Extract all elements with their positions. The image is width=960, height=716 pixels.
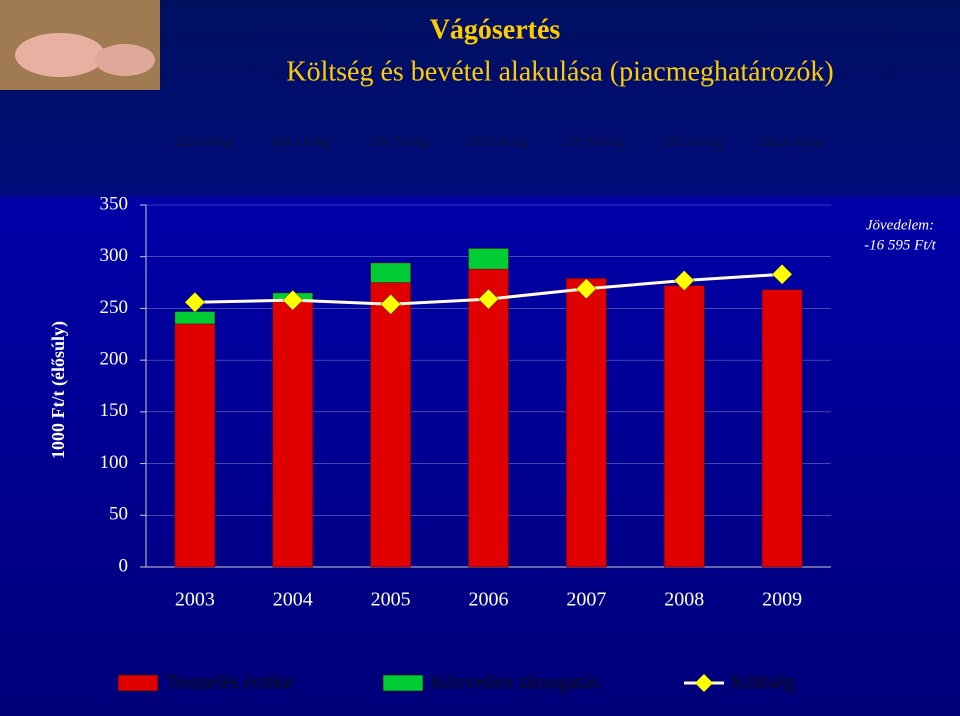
x-tick-label: 2003 bbox=[175, 589, 215, 611]
bar bbox=[468, 268, 509, 568]
photo-pig bbox=[95, 44, 155, 76]
y-tick-label: 100 bbox=[100, 452, 129, 473]
bar bbox=[566, 278, 607, 568]
x-tick-label: 2004 bbox=[273, 589, 313, 611]
x-tick-label: 2007 bbox=[566, 589, 606, 611]
bar bbox=[370, 282, 411, 568]
bar bbox=[174, 323, 216, 568]
y-tick-label: 300 bbox=[100, 245, 129, 266]
legend-label: Költség bbox=[732, 672, 794, 694]
price-label: 232,8 Ft/kg bbox=[173, 134, 233, 149]
x-tick-label: 2006 bbox=[469, 589, 509, 611]
line-marker bbox=[282, 289, 304, 311]
bar bbox=[174, 311, 216, 325]
y-tick-label: 0 bbox=[119, 555, 129, 576]
legend-swatch bbox=[382, 674, 424, 692]
annotation: Jövedelem: bbox=[866, 217, 934, 233]
x-tick-label: 2009 bbox=[762, 589, 802, 611]
x-tick-label: 2005 bbox=[371, 589, 411, 611]
y-tick-label: 250 bbox=[100, 297, 129, 318]
y-tick-label: 200 bbox=[100, 349, 129, 370]
legend-marker bbox=[695, 674, 713, 692]
y-axis-label: 1000 Ft/t (élősúly) bbox=[48, 321, 69, 459]
y-tick-label: 50 bbox=[109, 504, 128, 525]
bar bbox=[663, 285, 705, 568]
chart-title: Vágósertés bbox=[430, 14, 561, 45]
price-label: 274,7 Ft/kg bbox=[369, 134, 429, 149]
price-label: 287,5 Ft/kg bbox=[467, 134, 527, 149]
bar bbox=[370, 262, 411, 283]
annotation: -16 595 Ft/t bbox=[864, 237, 936, 253]
price-label: 270,3 Ft/kg bbox=[662, 134, 722, 149]
chart-subtitle: Költség és bevétel alakulása (piacmeghat… bbox=[286, 56, 833, 87]
price-label: 264,2 Ft/kg bbox=[271, 134, 331, 149]
line-marker bbox=[184, 291, 206, 313]
price-label: 265,6 Ft/kg bbox=[760, 134, 820, 149]
y-tick-label: 150 bbox=[100, 400, 129, 421]
bar bbox=[761, 289, 803, 568]
line-marker bbox=[771, 263, 793, 285]
bar bbox=[468, 248, 509, 270]
legend-label: Termelés értéke bbox=[166, 672, 293, 694]
line-marker bbox=[478, 288, 499, 310]
bar bbox=[272, 300, 314, 568]
y-tick-label: 350 bbox=[100, 193, 129, 214]
line-marker bbox=[673, 270, 695, 291]
line-marker bbox=[380, 293, 401, 315]
line-marker bbox=[576, 278, 597, 300]
legend-label: Közvetlen támogatás bbox=[431, 672, 599, 694]
legend-swatch bbox=[117, 674, 159, 692]
price-label: 277,8 Ft/kg bbox=[564, 134, 624, 149]
x-tick-label: 2008 bbox=[664, 589, 704, 611]
photo-pig bbox=[15, 33, 105, 77]
